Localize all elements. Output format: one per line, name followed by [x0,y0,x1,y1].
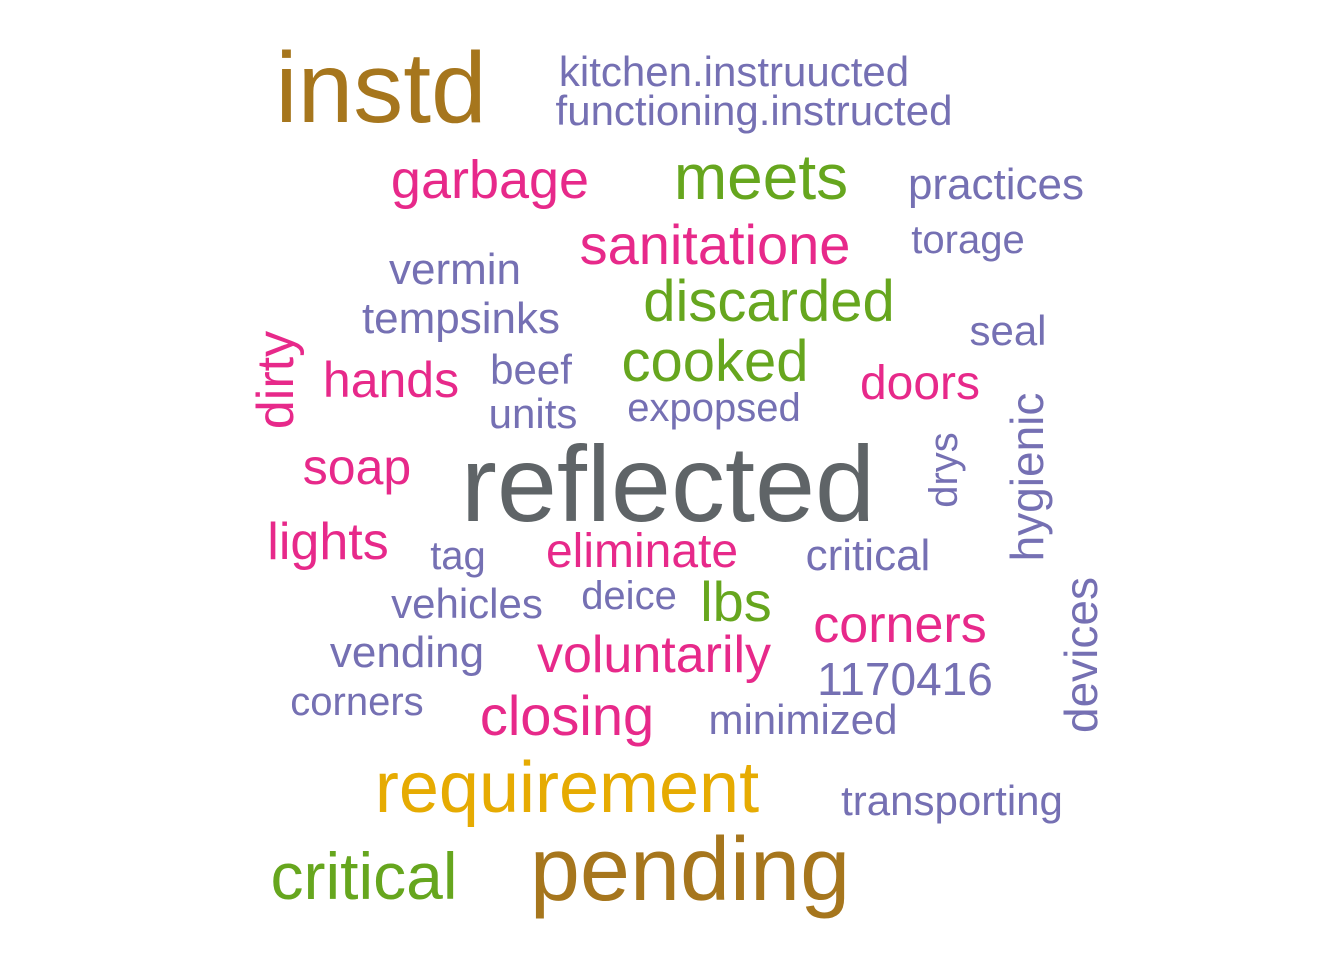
word-lbs-8: lbs [700,570,772,633]
word-lights-14: lights [267,513,389,571]
word-critical-31: critical [805,531,931,580]
word-sanitatione-9: sanitatione [579,213,851,276]
word-closing-18: closing [479,684,655,747]
word-devices-41: devices [1055,577,1107,733]
word-hygienic-40: hygienic [1001,392,1053,562]
word-minimized-37: minimized [708,696,898,743]
word-soap-13: soap [302,439,412,495]
word-voluntarily-17: voluntarily [536,626,772,684]
word-tempsinks-25: tempsinks [361,294,561,343]
word-hands-11: hands [322,352,460,408]
word-practices-22: practices [907,160,1085,209]
word-kitchen-instruucted-20: kitchen.instruucted [558,48,910,95]
word-units-28: units [488,390,578,437]
word-torage-23: torage [911,218,1025,262]
word-meets-5: meets [673,141,849,213]
word-discarded-6: discarded [643,269,895,334]
word-1170416-35: 1170416 [817,653,993,705]
word-vending-34: vending [329,628,485,677]
word-eliminate-15: eliminate [545,525,739,578]
word-functioning-instructed-21: functioning.instructed [555,87,953,134]
word-garbage-10: garbage [390,150,590,210]
word-dirty-19: dirty [247,330,305,430]
word-corners-36: corners [290,680,424,724]
word-requirement-3: requirement [374,748,760,828]
word-instd-1: instd [275,32,487,144]
word-cooked-7: cooked [621,329,809,394]
word-beef-27: beef [490,346,572,393]
word-doors-12: doors [859,357,981,410]
word-corners-16: corners [813,596,987,654]
word-deice-33: deice [581,574,677,618]
word-transporting-38: transporting [841,777,1063,824]
word-drys-39: drys [922,432,966,508]
word-critical-4: critical [270,839,458,913]
word-expopsed-29: expopsed [627,386,801,430]
word-seal-26: seal [969,307,1047,354]
word-pending-2: pending [529,820,851,920]
word-vermin-24: vermin [388,245,522,294]
word-vehicles-32: vehicles [391,580,543,627]
word-reflected-0: reflected [460,423,876,544]
word-tag-30: tag [430,534,486,578]
